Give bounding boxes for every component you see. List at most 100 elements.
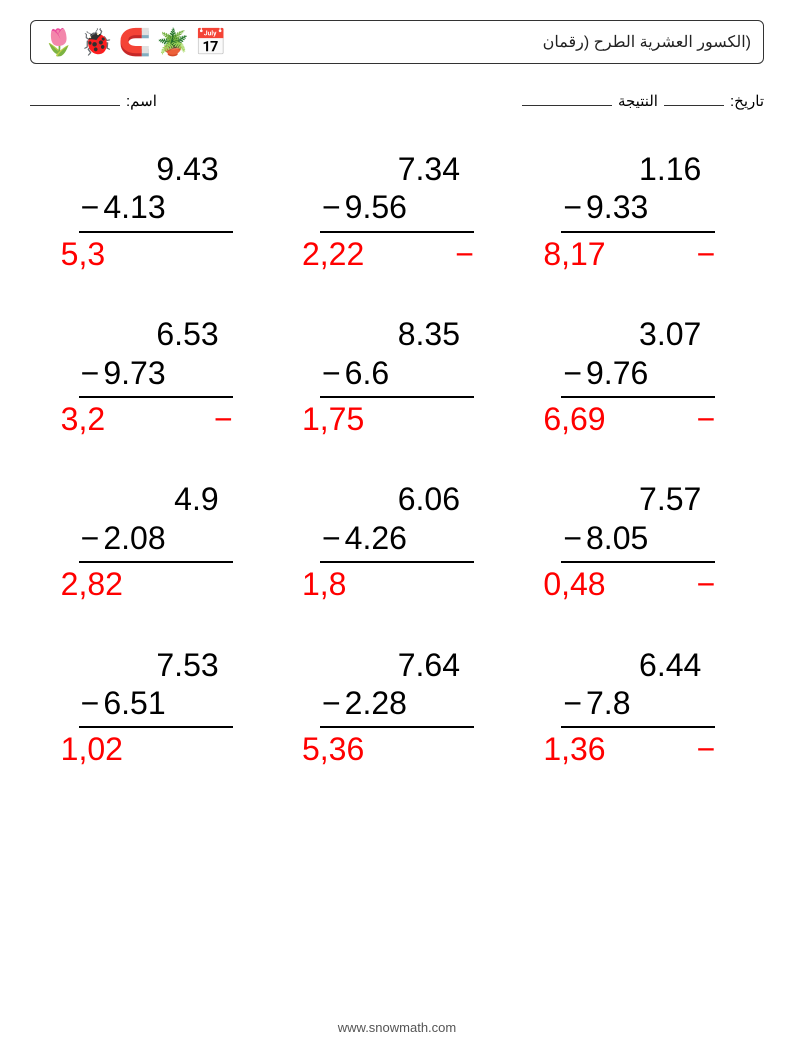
equals-bar (561, 396, 715, 398)
minus-icon: − (563, 354, 582, 392)
answer-sign: − (203, 400, 233, 438)
date-blank[interactable] (664, 92, 724, 106)
subtrahend-row: −6.6 (302, 354, 492, 392)
answer-value: 1,02 (61, 730, 123, 768)
problem: 6.53−9.733,2− (40, 315, 271, 438)
problem: 6.06−4.26 1,8 (281, 480, 512, 603)
answer-value: 0,48 (543, 565, 605, 603)
equals-bar (320, 561, 474, 563)
minuend: 7.53 (61, 646, 251, 684)
subtrahend-row: −2.08 (61, 519, 251, 557)
horseshoe-icon: 🧲 (119, 26, 151, 58)
problem: 7.53−6.51 1,02 (40, 646, 271, 769)
calendar-icon: 📅 (195, 26, 227, 58)
minuend: 3.07 (543, 315, 733, 353)
equals-bar (79, 561, 233, 563)
answer-row: 2,82 (61, 565, 251, 603)
flower-icon: 🌷 (43, 26, 75, 58)
answer-sign (203, 730, 233, 768)
subtrahend: 8.05 (586, 519, 648, 557)
name-field: اسم: (30, 92, 157, 110)
footer-url: www.snowmath.com (0, 1020, 794, 1035)
info-fields: تاريخ: النتيجة اسم: (30, 92, 764, 110)
minus-icon: − (322, 188, 341, 226)
name-label: اسم: (126, 92, 157, 110)
problem: 7.64−2.285,36 (281, 646, 512, 769)
subtrahend-row: −9.73 (61, 354, 251, 392)
minuend: 6.44 (543, 646, 733, 684)
minus-icon: − (81, 684, 100, 722)
equals-bar (561, 561, 715, 563)
answer-row: 5,3 (61, 235, 251, 273)
answer-sign: − (685, 730, 715, 768)
answer-value: 1,8 (302, 565, 346, 603)
answer-value: 2,82 (61, 565, 123, 603)
answer-row: 8,17 − (543, 235, 733, 273)
equals-bar (561, 231, 715, 233)
subtrahend: 6.6 (345, 354, 389, 392)
subtrahend-row: −9.56 (302, 188, 492, 226)
subtrahend: 9.73 (103, 354, 165, 392)
name-blank[interactable] (30, 92, 120, 106)
answer-row: 0,48− (543, 565, 733, 603)
minus-icon: − (563, 188, 582, 226)
answer-sign (444, 400, 474, 438)
answer-row: 1,02 (61, 730, 251, 768)
subtrahend: 7.8 (586, 684, 630, 722)
answer-value: 3,2 (61, 400, 105, 438)
answer-sign (444, 565, 474, 603)
subtrahend-row: −2.28 (302, 684, 492, 722)
minuend: 4.9 (61, 480, 251, 518)
answer-value: 5,36 (302, 730, 364, 768)
problem: 1.16−9.338,17− (523, 150, 754, 273)
minuend: 9.43 (61, 150, 251, 188)
subtrahend-row: −6.51 (61, 684, 251, 722)
date-score-field: تاريخ: النتيجة (522, 92, 764, 110)
answer-row: 5,36 (302, 730, 492, 768)
answer-row: 3,2 − (61, 400, 251, 438)
header-box: 🌷🐞🧲🪴📅 (الكسور العشرية الطرح (رقمان (30, 20, 764, 64)
equals-bar (561, 726, 715, 728)
equals-bar (320, 231, 474, 233)
minuend: 6.06 (302, 480, 492, 518)
subtrahend: 2.08 (103, 519, 165, 557)
answer-sign (444, 730, 474, 768)
score-label: النتيجة (618, 92, 658, 110)
minus-icon: − (81, 519, 100, 557)
problems-grid: 9.43−4.135,37.34−9.562,22−1.16−9.338,17−… (30, 150, 764, 769)
subtrahend: 6.51 (103, 684, 165, 722)
problem: 4.9−2.08 2,82 (40, 480, 271, 603)
problem: 6.44−7.81,36− (523, 646, 754, 769)
minus-icon: − (563, 684, 582, 722)
ladybug-icon: 🐞 (81, 26, 113, 58)
subtrahend: 4.13 (103, 188, 165, 226)
minus-icon: − (81, 354, 100, 392)
answer-value: 8,17 (543, 235, 605, 273)
equals-bar (79, 396, 233, 398)
minus-icon: − (322, 519, 341, 557)
equals-bar (79, 231, 233, 233)
problem: 9.43−4.135,3 (40, 150, 271, 273)
answer-sign: − (685, 235, 715, 273)
minuend: 7.34 (302, 150, 492, 188)
subtrahend-row: −7.8 (543, 684, 733, 722)
subtrahend: 2.28 (345, 684, 407, 722)
answer-sign: − (685, 400, 715, 438)
answer-row: 6,69 − (543, 400, 733, 438)
answer-sign (203, 235, 233, 273)
subtrahend-row: −4.26 (302, 519, 492, 557)
score-blank[interactable] (522, 92, 612, 106)
minus-icon: − (322, 684, 341, 722)
subtrahend: 4.26 (345, 519, 407, 557)
problem: 7.34−9.562,22− (281, 150, 512, 273)
answer-value: 6,69 (543, 400, 605, 438)
minus-icon: − (563, 519, 582, 557)
minuend: 8.35 (302, 315, 492, 353)
subtrahend-row: −8.05 (543, 519, 733, 557)
answer-value: 1,75 (302, 400, 364, 438)
subtrahend: 9.76 (586, 354, 648, 392)
answer-value: 1,36 (543, 730, 605, 768)
minuend: 6.53 (61, 315, 251, 353)
answer-row: 1,75 (302, 400, 492, 438)
header-icons: 🌷🐞🧲🪴📅 (43, 26, 227, 58)
